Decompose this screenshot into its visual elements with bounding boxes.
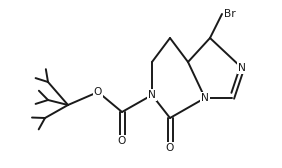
Text: Br: Br	[224, 9, 236, 19]
Text: N: N	[201, 93, 209, 103]
Text: O: O	[166, 143, 174, 153]
Text: O: O	[94, 87, 102, 97]
Text: N: N	[148, 90, 156, 100]
Text: O: O	[118, 136, 126, 146]
Text: N: N	[238, 63, 246, 73]
